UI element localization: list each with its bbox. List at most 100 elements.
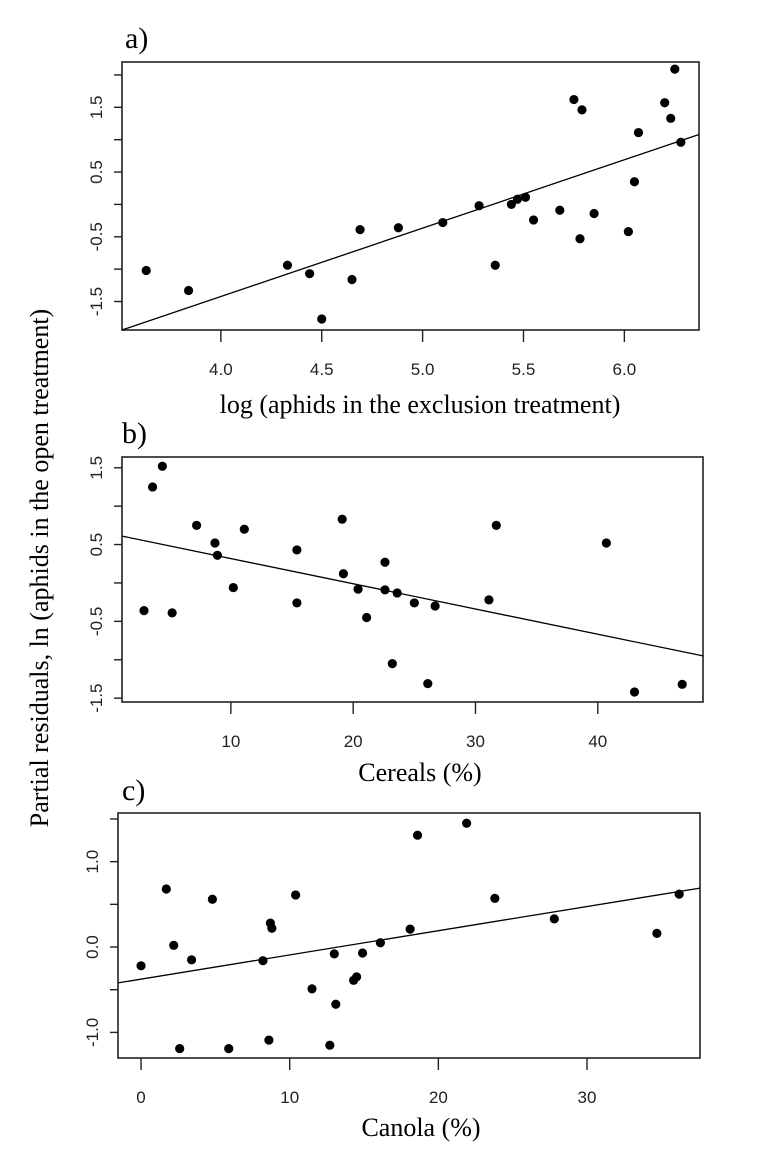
fit-line-b xyxy=(121,535,704,657)
x-tick-label-b: 10 xyxy=(221,732,240,751)
data-point-c xyxy=(331,999,341,1009)
data-point-a xyxy=(512,194,523,204)
data-point-c xyxy=(291,890,301,900)
data-point-c xyxy=(224,1044,234,1054)
y-tick-label-c: 1.0 xyxy=(83,850,102,874)
data-point-c xyxy=(258,956,268,966)
x-tick-label-a: 5.5 xyxy=(512,360,536,379)
y-tick-label-c: 0.0 xyxy=(83,935,102,959)
data-point-a xyxy=(355,225,365,235)
data-point-a xyxy=(555,205,565,215)
data-point-a xyxy=(520,192,531,202)
x-axis-label-c: Canola (%) xyxy=(361,1113,480,1142)
data-point-a xyxy=(633,127,644,138)
fit-line-c-group xyxy=(117,887,701,984)
points-a xyxy=(141,64,686,324)
y-tick-label-a: 1.5 xyxy=(87,95,106,119)
data-point-b xyxy=(157,461,167,471)
data-point-b xyxy=(491,520,501,530)
x-tick-label-a: 5.0 xyxy=(411,360,435,379)
data-point-b xyxy=(484,595,494,605)
y-tick-label-c: -1.0 xyxy=(83,1018,102,1047)
x-tick-label-a: 4.5 xyxy=(310,360,334,379)
data-point-b xyxy=(392,588,402,598)
data-point-b xyxy=(387,658,397,669)
data-point-c xyxy=(186,955,197,965)
y-tick-label-b: 0.5 xyxy=(87,533,106,557)
data-point-c xyxy=(405,924,415,934)
data-point-a xyxy=(660,98,670,108)
data-point-a xyxy=(623,227,633,237)
data-point-a xyxy=(575,234,585,244)
data-point-c xyxy=(136,961,146,971)
x-tick-label-c: 30 xyxy=(578,1088,597,1107)
data-point-c xyxy=(351,972,362,982)
data-point-b xyxy=(380,585,390,595)
data-point-b xyxy=(228,582,238,593)
data-point-c xyxy=(325,1040,335,1050)
x-axis-b: 10 20 30 40 xyxy=(221,702,607,751)
panel-a: a) 4.0 4.5 5.0 5.5 6.0 1.5 0.5 -0.5 -1.5 log (a… xyxy=(87,22,700,419)
panel-label-b: b) xyxy=(122,417,147,450)
data-point-c xyxy=(267,923,277,933)
y-tick-label-a: 0.5 xyxy=(87,160,106,184)
data-point-c xyxy=(329,949,339,959)
data-point-a xyxy=(577,105,587,115)
fit-line-c xyxy=(117,887,701,984)
data-point-a xyxy=(506,199,516,210)
y-tick-label-a: -1.5 xyxy=(87,287,106,316)
plot-frame-b xyxy=(121,456,704,703)
data-point-a xyxy=(474,201,484,211)
shared-y-axis-label: Partial residuals, ln (aphids in the ope… xyxy=(25,309,54,827)
data-point-b xyxy=(353,584,363,594)
data-point-a xyxy=(347,274,357,285)
data-point-a xyxy=(183,285,194,296)
x-tick-label-a: 4.0 xyxy=(209,360,233,379)
fit-line-a-group xyxy=(121,133,700,331)
data-point-c xyxy=(652,928,662,938)
data-point-c xyxy=(264,1035,274,1045)
data-point-a xyxy=(569,94,579,105)
data-point-b xyxy=(192,520,202,530)
x-tick-label-b: 40 xyxy=(588,732,607,751)
data-point-b xyxy=(362,612,372,623)
x-tick-label-c: 0 xyxy=(136,1088,145,1107)
data-point-a xyxy=(528,215,539,225)
data-point-c xyxy=(169,940,179,950)
points-c xyxy=(136,818,684,1054)
data-point-a xyxy=(676,137,686,147)
data-point-a xyxy=(317,314,327,324)
data-point-b xyxy=(167,608,177,618)
data-point-c xyxy=(175,1044,185,1054)
data-point-b xyxy=(380,557,390,567)
data-point-a xyxy=(629,177,640,187)
y-tick-label-b: -1.5 xyxy=(87,684,106,713)
data-point-a xyxy=(393,223,403,233)
panel-label-a: a) xyxy=(125,22,148,55)
data-point-b xyxy=(409,598,419,608)
fit-line-a xyxy=(121,133,700,331)
data-point-c xyxy=(161,884,171,894)
y-tick-label-b: -0.5 xyxy=(87,607,106,636)
x-tick-label-c: 10 xyxy=(280,1088,299,1107)
y-axis-a: 1.5 0.5 -0.5 -1.5 xyxy=(87,74,122,316)
data-point-b xyxy=(677,679,687,689)
data-point-b xyxy=(338,569,348,579)
data-point-b xyxy=(337,514,347,524)
y-axis-c: 1.0 0.0 -1.0 xyxy=(83,818,118,1047)
data-point-b xyxy=(292,598,302,608)
x-tick-label-c: 20 xyxy=(429,1088,448,1107)
data-point-a xyxy=(438,217,448,228)
data-point-a xyxy=(490,260,500,270)
data-point-b xyxy=(423,678,433,689)
data-point-b xyxy=(430,601,440,611)
data-point-a xyxy=(666,113,676,123)
data-point-b xyxy=(212,550,223,560)
x-axis-c: 0 10 20 30 xyxy=(136,1058,596,1107)
data-point-b xyxy=(210,538,220,548)
x-axis-label-b: Cereals (%) xyxy=(358,758,481,787)
data-point-c xyxy=(462,818,472,828)
y-tick-label-b: 1.5 xyxy=(87,456,106,480)
data-point-b xyxy=(239,524,249,534)
